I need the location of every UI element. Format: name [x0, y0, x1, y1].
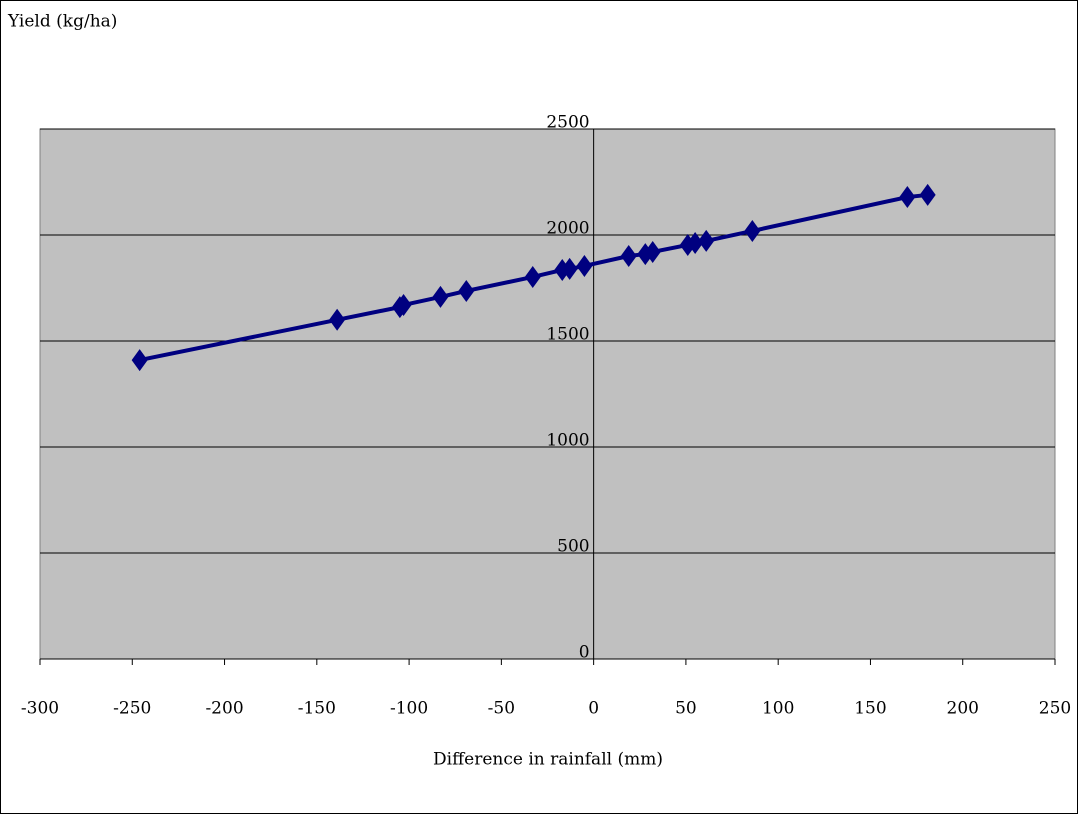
x-tick-label: -200	[205, 699, 243, 719]
data-point	[744, 219, 761, 242]
data-point	[576, 254, 593, 277]
plot-area	[39, 128, 1056, 660]
x-tick-label: 50	[675, 699, 697, 719]
data-point	[899, 186, 916, 209]
data-point	[395, 293, 412, 316]
data-point	[687, 232, 704, 255]
x-axis-title: Difference in rainfall (mm)	[433, 750, 663, 770]
y-tick-label: 1500	[546, 325, 589, 345]
data-point	[644, 240, 661, 263]
x-tick-label: 100	[762, 699, 794, 719]
y-tick-label: 1000	[546, 431, 589, 451]
y-tick-label: 2500	[546, 113, 589, 133]
x-tick-label: 150	[854, 699, 886, 719]
data-point	[458, 279, 475, 302]
y-tick-label: 0	[579, 643, 590, 663]
x-tick-label: 200	[947, 699, 979, 719]
data-point	[561, 257, 578, 280]
y-tick-label: 500	[557, 537, 589, 557]
x-tick-label: -250	[113, 699, 151, 719]
data-point	[698, 229, 715, 252]
data-point	[131, 349, 148, 372]
x-tick-label: -300	[21, 699, 59, 719]
x-tick-label: 0	[588, 699, 599, 719]
x-tick-label: -100	[390, 699, 428, 719]
x-tick-label: -150	[298, 699, 336, 719]
data-point	[432, 285, 449, 308]
data-point	[620, 244, 637, 267]
data-point	[919, 183, 936, 206]
y-tick-label: 2000	[546, 219, 589, 239]
data-point	[329, 308, 346, 331]
data-point	[524, 265, 541, 288]
x-tick-label: -50	[488, 699, 515, 719]
y-axis-title: Yield (kg/ha)	[7, 12, 117, 32]
x-tick-label: 250	[1039, 699, 1071, 719]
